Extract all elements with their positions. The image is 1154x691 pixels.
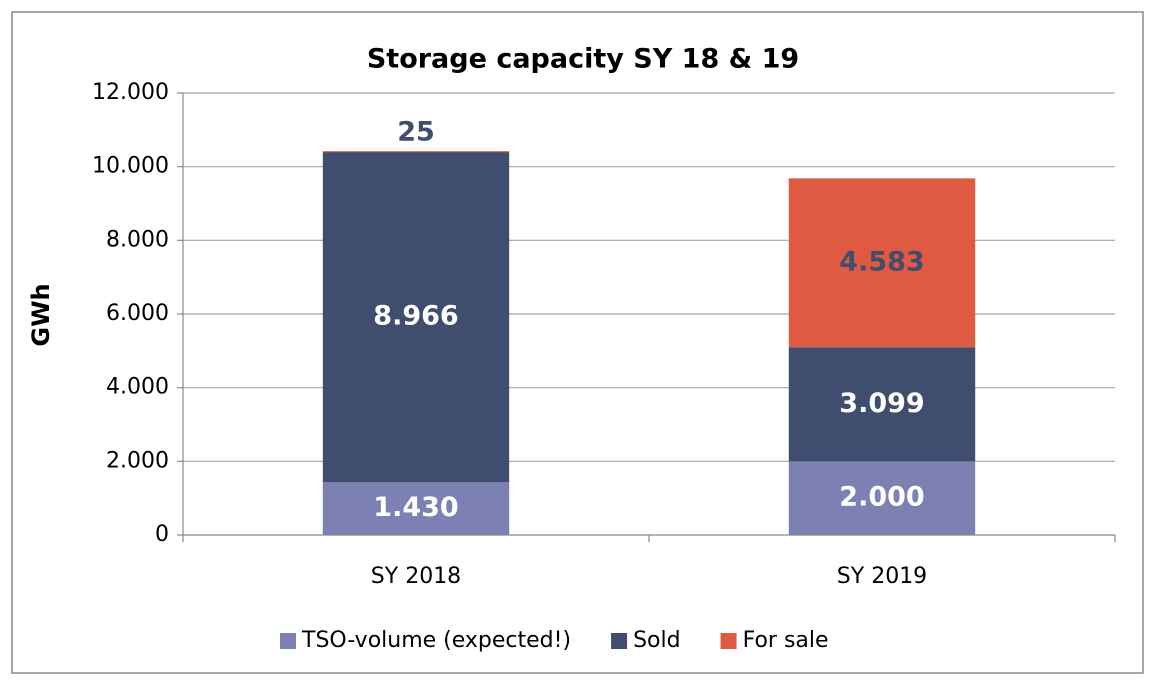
bar-segment (322, 151, 510, 153)
y-tick-label: 6.000 (106, 301, 169, 326)
y-tick-label: 2.000 (106, 448, 169, 473)
bar-segment (788, 461, 976, 535)
legend-swatch (611, 633, 628, 649)
y-tick-label: 12.000 (92, 80, 169, 105)
bar-segment (322, 152, 510, 483)
x-tick-label: SY 2018 (371, 564, 461, 589)
data-label: 25 (397, 117, 435, 148)
legend-label: Sold (633, 628, 681, 653)
data-label: 2.000 (839, 482, 924, 513)
bar-segment (322, 482, 510, 535)
legend-swatch (720, 633, 737, 649)
y-tick-label: 4.000 (106, 375, 169, 400)
data-label: 1.430 (373, 492, 458, 523)
data-label: 4.583 (839, 246, 924, 277)
legend-swatch (280, 633, 296, 649)
y-tick-label: 8.000 (106, 227, 169, 252)
legend-label: For sale (743, 628, 829, 653)
data-label: 3.099 (839, 388, 924, 419)
bar-segment (788, 178, 976, 348)
bar-segment (788, 347, 976, 462)
data-label: 8.966 (373, 301, 458, 332)
legend-label: TSO-volume (expected!) (301, 628, 571, 653)
chart-title: Storage capacity SY 18 & 19 (367, 44, 799, 75)
y-tick-label: 0 (155, 522, 169, 547)
x-tick-label: SY 2019 (837, 564, 927, 589)
y-axis-label: GWh (27, 283, 55, 346)
y-tick-label: 10.000 (92, 154, 169, 179)
